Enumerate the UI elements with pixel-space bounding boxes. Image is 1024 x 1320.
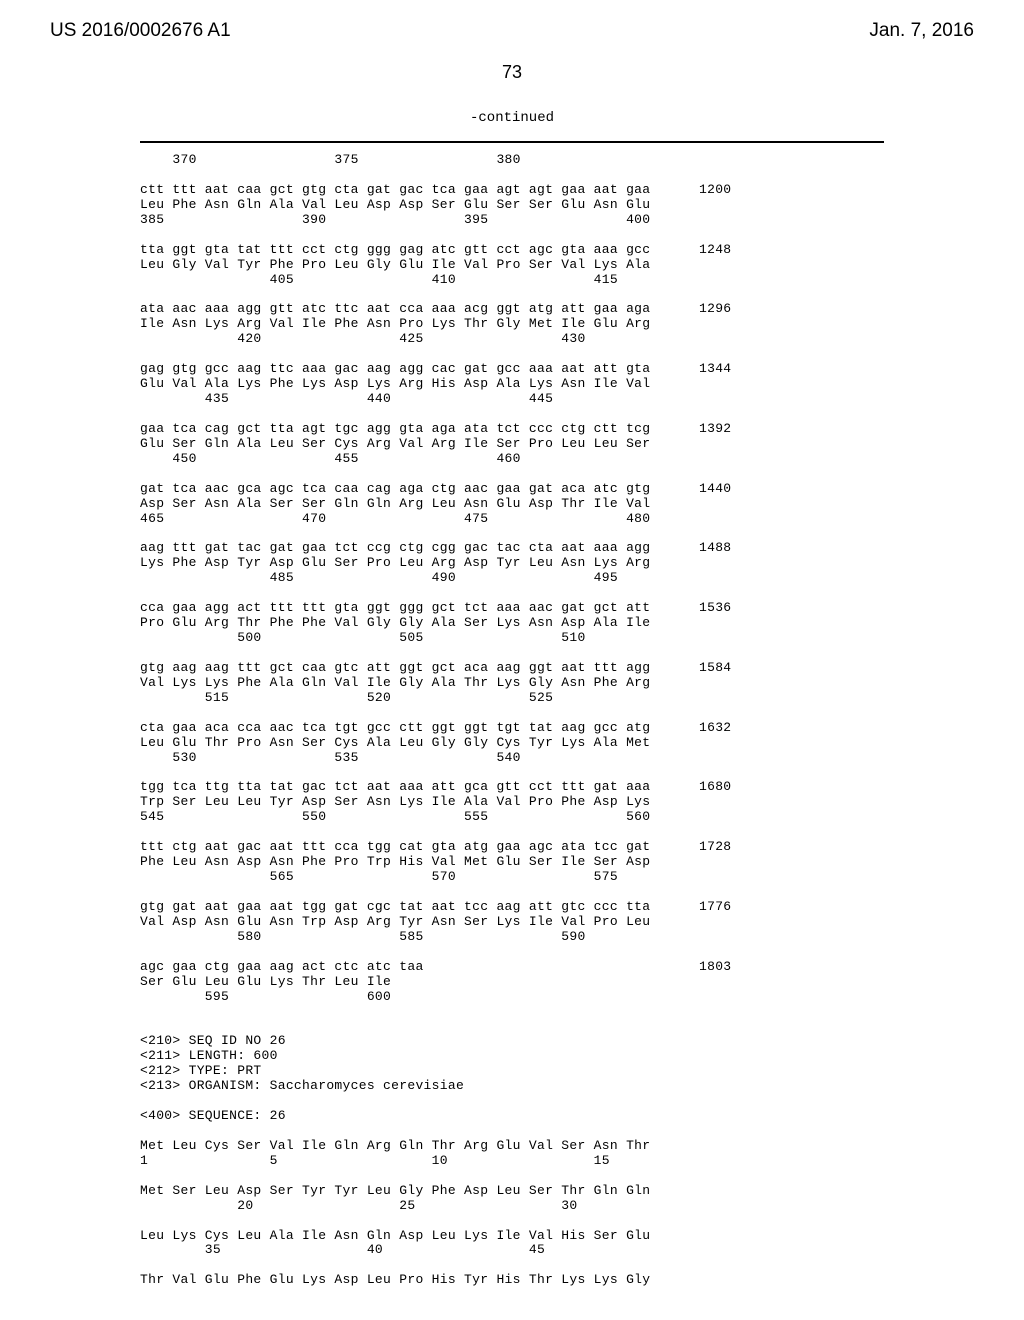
sequence-line: ata aac aaa agg gtt atc ttc aat cca aaa …: [140, 302, 1024, 317]
sequence-line: Leu Gly Val Tyr Phe Pro Leu Gly Glu Ile …: [140, 258, 1024, 273]
sequence-line: Trp Ser Leu Leu Tyr Asp Ser Asn Lys Ile …: [140, 795, 1024, 810]
sequence-line: <211> LENGTH: 600: [140, 1049, 1024, 1064]
sequence-line: [140, 765, 1024, 780]
sequence-line: gtg gat aat gaa aat tgg gat cgc tat aat …: [140, 900, 1024, 915]
sequence-line: gat tca aac gca agc tca caa cag aga ctg …: [140, 482, 1024, 497]
sequence-line: [140, 646, 1024, 661]
sequence-line: 515 520 525: [140, 691, 1024, 706]
sequence-line: [140, 287, 1024, 302]
sequence-line: Ser Glu Leu Glu Lys Thr Leu Ile: [140, 975, 1024, 990]
sequence-line: Leu Phe Asn Gln Ala Val Leu Asp Asp Ser …: [140, 198, 1024, 213]
sequence-line: gag gtg gcc aag ttc aaa gac aag agg cac …: [140, 362, 1024, 377]
sequence-line: cta gaa aca cca aac tca tgt gcc ctt ggt …: [140, 721, 1024, 736]
sequence-line: 370 375 380: [140, 153, 1024, 168]
sequence-line: <212> TYPE: PRT: [140, 1064, 1024, 1079]
sequence-line: [140, 1094, 1024, 1109]
sequence-line: [140, 526, 1024, 541]
sequence-line: cca gaa agg act ttt ttt gta ggt ggg gct …: [140, 601, 1024, 616]
sequence-line: [140, 825, 1024, 840]
sequence-line: Glu Val Ala Lys Phe Lys Asp Lys Arg His …: [140, 377, 1024, 392]
sequence-line: 465 470 475 480: [140, 512, 1024, 527]
date: Jan. 7, 2016: [869, 20, 974, 42]
sequence-line: Met Leu Cys Ser Val Ile Gln Arg Gln Thr …: [140, 1139, 1024, 1154]
sequence-line: [140, 1004, 1024, 1019]
header: US 2016/0002676 A1 Jan. 7, 2016: [0, 0, 1024, 52]
sequence-line: 580 585 590: [140, 930, 1024, 945]
sequence-line: 530 535 540: [140, 751, 1024, 766]
sequence-line: [140, 706, 1024, 721]
sequence-line: Leu Glu Thr Pro Asn Ser Cys Ala Leu Gly …: [140, 736, 1024, 751]
content: 73 -continued 370 375 380 ctt ttt aat ca…: [0, 52, 1024, 1288]
sequence-line: 1 5 10 15: [140, 1154, 1024, 1169]
sequence-line: [140, 347, 1024, 362]
sequence-line: [140, 1124, 1024, 1139]
sequence-line: <213> ORGANISM: Saccharomyces cerevisiae: [140, 1079, 1024, 1094]
sequence-line: tgg tca ttg tta tat gac tct aat aaa att …: [140, 780, 1024, 795]
sequence-line: gaa tca cag gct tta agt tgc agg gta aga …: [140, 422, 1024, 437]
sequence-line: [140, 1258, 1024, 1273]
top-rule: [140, 141, 884, 143]
sequence-line: Met Ser Leu Asp Ser Tyr Tyr Leu Gly Phe …: [140, 1184, 1024, 1199]
sequence-block: 370 375 380 ctt ttt aat caa gct gtg cta …: [0, 153, 1024, 1288]
sequence-line: 420 425 430: [140, 332, 1024, 347]
sequence-line: [140, 586, 1024, 601]
patent-number: US 2016/0002676 A1: [50, 20, 231, 42]
sequence-line: Phe Leu Asn Asp Asn Phe Pro Trp His Val …: [140, 855, 1024, 870]
sequence-line: [140, 168, 1024, 183]
sequence-line: [140, 407, 1024, 422]
sequence-line: 385 390 395 400: [140, 213, 1024, 228]
sequence-line: <400> SEQUENCE: 26: [140, 1109, 1024, 1124]
sequence-line: [140, 228, 1024, 243]
sequence-line: 35 40 45: [140, 1243, 1024, 1258]
sequence-line: ctt ttt aat caa gct gtg cta gat gac tca …: [140, 183, 1024, 198]
sequence-line: Leu Lys Cys Leu Ala Ile Asn Gln Asp Leu …: [140, 1229, 1024, 1244]
sequence-line: Lys Phe Asp Tyr Asp Glu Ser Pro Leu Arg …: [140, 556, 1024, 571]
sequence-line: Thr Val Glu Phe Glu Lys Asp Leu Pro His …: [140, 1273, 1024, 1288]
sequence-line: Val Asp Asn Glu Asn Trp Asp Arg Tyr Asn …: [140, 915, 1024, 930]
sequence-line: <210> SEQ ID NO 26: [140, 1034, 1024, 1049]
sequence-line: ttt ctg aat gac aat ttt cca tgg cat gta …: [140, 840, 1024, 855]
sequence-line: agc gaa ctg gaa aag act ctc atc taa 1803: [140, 960, 1024, 975]
sequence-line: 595 600: [140, 990, 1024, 1005]
sequence-line: tta ggt gta tat ttt cct ctg ggg gag atc …: [140, 243, 1024, 258]
sequence-line: gtg aag aag ttt gct caa gtc att ggt gct …: [140, 661, 1024, 676]
sequence-line: [140, 885, 1024, 900]
sequence-line: 450 455 460: [140, 452, 1024, 467]
sequence-line: aag ttt gat tac gat gaa tct ccg ctg cgg …: [140, 541, 1024, 556]
continued-label: -continued: [470, 110, 554, 126]
sequence-line: 485 490 495: [140, 571, 1024, 586]
sequence-line: Pro Glu Arg Thr Phe Phe Val Gly Gly Ala …: [140, 616, 1024, 631]
sequence-line: 405 410 415: [140, 273, 1024, 288]
sequence-line: [140, 467, 1024, 482]
sequence-line: [140, 945, 1024, 960]
page-number: 73: [0, 62, 1024, 83]
sequence-line: [140, 1214, 1024, 1229]
sequence-line: 435 440 445: [140, 392, 1024, 407]
sequence-line: 565 570 575: [140, 870, 1024, 885]
sequence-line: Ile Asn Lys Arg Val Ile Phe Asn Pro Lys …: [140, 317, 1024, 332]
sequence-line: [140, 1169, 1024, 1184]
sequence-line: Glu Ser Gln Ala Leu Ser Cys Arg Val Arg …: [140, 437, 1024, 452]
sequence-line: 500 505 510: [140, 631, 1024, 646]
sequence-line: Asp Ser Asn Ala Ser Ser Gln Gln Arg Leu …: [140, 497, 1024, 512]
sequence-line: 20 25 30: [140, 1199, 1024, 1214]
sequence-line: Val Lys Lys Phe Ala Gln Val Ile Gly Ala …: [140, 676, 1024, 691]
sequence-line: 545 550 555 560: [140, 810, 1024, 825]
sequence-line: [140, 1019, 1024, 1034]
